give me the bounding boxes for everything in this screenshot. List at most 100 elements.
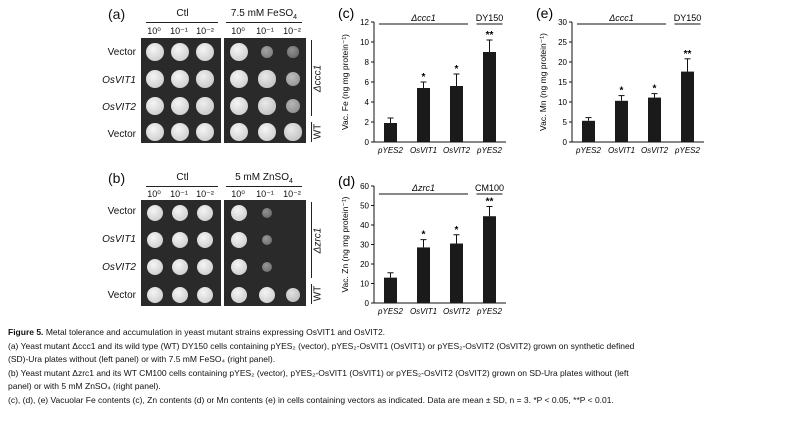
y-tick-label: 6 bbox=[365, 78, 370, 87]
panel-b-zinc-plate bbox=[224, 200, 306, 306]
significance-mark: * bbox=[455, 225, 459, 236]
panel-letter: (e) bbox=[536, 5, 553, 21]
yeast-colony-spot bbox=[146, 70, 164, 88]
panel-a-left-header: Ctl bbox=[176, 8, 189, 19]
panel-a-right-header: 7.5 mM FeSO4 bbox=[230, 8, 298, 21]
y-tick-label: 12 bbox=[360, 18, 369, 27]
yeast-colony-spot bbox=[286, 99, 300, 113]
panel-b-strain-wt: WT bbox=[312, 285, 324, 302]
bar bbox=[417, 88, 430, 142]
caption-line-a1: (a) Yeast mutant Δccc1 and its wild type… bbox=[8, 340, 635, 351]
panel-a-strain-mutant: Δccc1 bbox=[312, 64, 324, 93]
y-tick-label: 20 bbox=[558, 58, 567, 67]
category-label: OsVIT2 bbox=[641, 146, 669, 155]
group-label: Δccc1 bbox=[410, 13, 436, 23]
panel-b-row-2: OsVIT1 bbox=[102, 234, 136, 245]
yeast-colony-spot bbox=[196, 70, 214, 88]
group-label: Δzrc1 bbox=[411, 183, 435, 193]
bar bbox=[615, 100, 628, 142]
category-label: pYES2 bbox=[575, 146, 601, 155]
yeast-colony-spot bbox=[197, 205, 213, 221]
panel-a-letter: (a) bbox=[108, 6, 126, 22]
panel-a-row-1: Vector bbox=[107, 47, 136, 58]
panel-a-row-3: OsVIT2 bbox=[102, 102, 136, 113]
y-tick-label: 20 bbox=[360, 260, 369, 269]
category-label: pYES2 bbox=[476, 307, 502, 316]
panel-b-row-3: OsVIT2 bbox=[102, 262, 136, 273]
yeast-colony-spot bbox=[147, 259, 163, 275]
yeast-colony-spot bbox=[230, 123, 248, 141]
yeast-colony-spot bbox=[172, 287, 188, 303]
caption-line-c: (c), (d), (e) Vacuolar Fe contents (c), … bbox=[8, 394, 614, 405]
yeast-colony-spot bbox=[146, 123, 164, 141]
yeast-colony-spot bbox=[261, 234, 273, 246]
caption-line-b1: (b) Yeast mutant Δzrc1 and its WT CM100 … bbox=[8, 367, 629, 378]
yeast-colony-spot bbox=[285, 287, 301, 303]
panel-a-strain-wt: WT bbox=[312, 123, 324, 140]
y-tick-label: 8 bbox=[365, 58, 370, 67]
yeast-colony-spot bbox=[284, 123, 302, 141]
panel-b-left-header: Ctl bbox=[176, 172, 189, 183]
yeast-colony-spot bbox=[147, 287, 163, 303]
y-tick-label: 10 bbox=[360, 38, 369, 47]
yeast-colony-spot bbox=[171, 97, 189, 115]
y-tick-label: 2 bbox=[365, 118, 370, 127]
yeast-colony-spot bbox=[147, 205, 163, 221]
yeast-colony-spot bbox=[172, 259, 188, 275]
y-axis-label: Vac. Zn (ng mg protein⁻¹) bbox=[340, 196, 350, 292]
y-tick-label: 25 bbox=[558, 38, 567, 47]
yeast-colony-spot bbox=[231, 259, 247, 275]
bar bbox=[582, 120, 595, 142]
panel-letter: (d) bbox=[338, 173, 355, 189]
yeast-colony-spot bbox=[197, 287, 213, 303]
category-label: OsVIT1 bbox=[410, 146, 437, 155]
yeast-colony-spot bbox=[231, 205, 247, 221]
yeast-colony-spot bbox=[261, 261, 273, 273]
significance-mark: ** bbox=[486, 196, 494, 207]
bar bbox=[417, 247, 430, 303]
yeast-colony-spot bbox=[172, 205, 188, 221]
panel-b-row-1: Vector bbox=[107, 206, 136, 217]
caption-line-a2: (SD)-Ura plates without (left panel) or … bbox=[8, 354, 276, 364]
panel-letter: (c) bbox=[338, 5, 354, 21]
category-label: pYES2 bbox=[377, 307, 403, 316]
y-tick-label: 0 bbox=[563, 138, 568, 147]
significance-mark: * bbox=[422, 72, 426, 83]
y-tick-label: 10 bbox=[558, 98, 567, 107]
category-label: OsVIT2 bbox=[443, 307, 471, 316]
group-label: Δccc1 bbox=[608, 13, 634, 23]
yeast-colony-spot bbox=[196, 43, 214, 61]
category-label: OsVIT2 bbox=[443, 146, 471, 155]
bar bbox=[648, 97, 661, 142]
yeast-colony-spot bbox=[231, 287, 247, 303]
yeast-colony-spot bbox=[285, 71, 301, 87]
panel-b-letter: (b) bbox=[108, 170, 126, 186]
panel-a-control-plate bbox=[141, 38, 221, 143]
panel-a-iron-plate bbox=[224, 38, 306, 143]
bar bbox=[450, 243, 463, 303]
yeast-colony-spot bbox=[260, 45, 274, 59]
yeast-colony-spot bbox=[258, 97, 276, 115]
panel-b-strain-mutant: Δzrc1 bbox=[312, 227, 324, 254]
yeast-colony-spot bbox=[146, 97, 164, 115]
panel-a-row-2: OsVIT1 bbox=[102, 75, 136, 86]
significance-mark: * bbox=[422, 230, 426, 241]
y-tick-label: 60 bbox=[360, 182, 369, 191]
y-tick-label: 40 bbox=[360, 221, 369, 230]
yeast-colony-spot bbox=[197, 259, 213, 275]
y-tick-label: 15 bbox=[558, 78, 567, 87]
yeast-colony-spot bbox=[146, 43, 164, 61]
yeast-colony-spot bbox=[230, 70, 248, 88]
bar bbox=[483, 52, 496, 142]
yeast-colony-spot bbox=[147, 232, 163, 248]
y-tick-label: 0 bbox=[365, 299, 370, 308]
panel-a-row-4: Vector bbox=[107, 129, 136, 140]
panel-b-control-plate bbox=[141, 200, 221, 306]
category-label: OsVIT1 bbox=[410, 307, 437, 316]
y-tick-label: 0 bbox=[365, 138, 370, 147]
chart-e-vacuolar-mn: (e) 0 5 10 15 20 25 30 Vac. Mn (ng mg protein⁻¹)… bbox=[536, 5, 704, 155]
chart-d-vacuolar-zn: (d) 0 10 20 30 40 50 60 Vac. Zn (ng mg protein⁻¹… bbox=[338, 173, 506, 316]
y-tick-label: 4 bbox=[365, 98, 370, 107]
y-axis-label: Vac. Mn (ng mg protein⁻¹) bbox=[538, 33, 548, 131]
significance-mark: * bbox=[653, 84, 657, 95]
